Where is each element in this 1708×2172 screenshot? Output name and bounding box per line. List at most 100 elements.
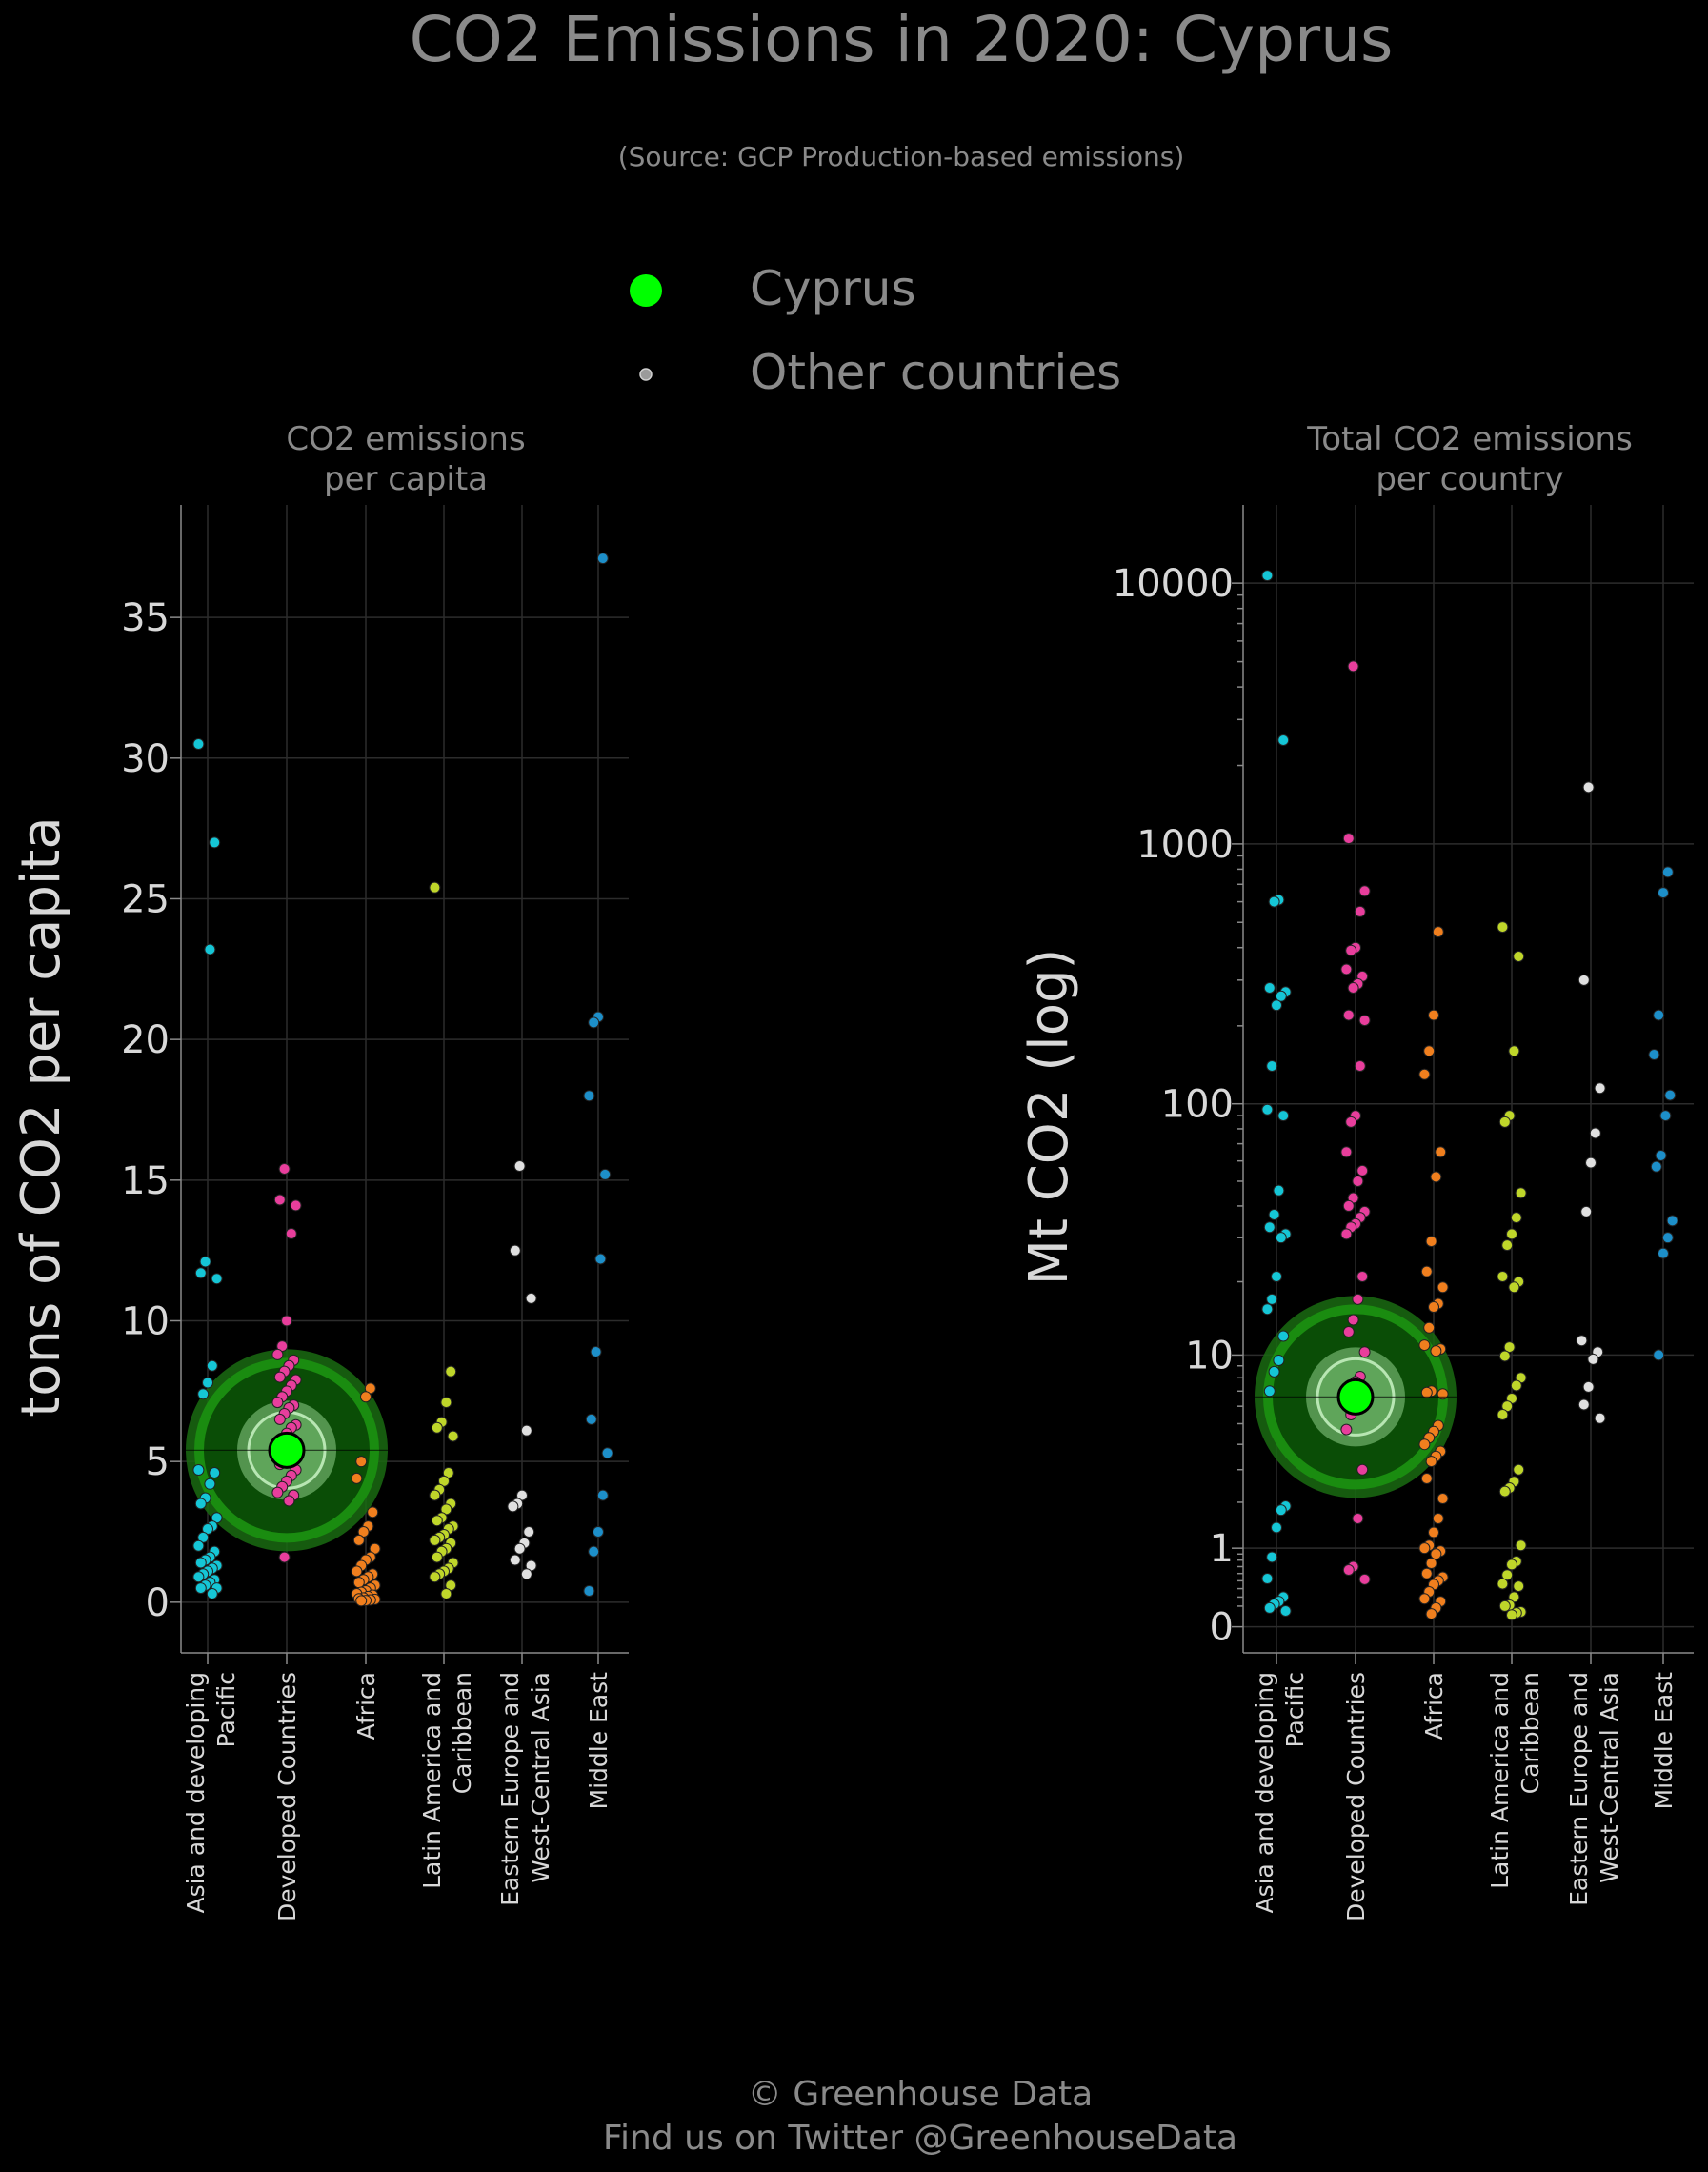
data-point-asia-and-developing-pacific bbox=[1277, 1330, 1290, 1342]
data-point-developed-countries bbox=[281, 1315, 292, 1327]
legend-marker-cyprus bbox=[630, 274, 662, 307]
data-point-latin-america-and-caribbean bbox=[1498, 1599, 1511, 1612]
data-point-africa bbox=[1420, 1265, 1433, 1277]
data-point-latin-america-and-caribbean bbox=[1510, 1212, 1522, 1224]
data-point-latin-america-and-caribbean bbox=[429, 1571, 441, 1583]
x-tick-label-developed-countries: Developed Countries bbox=[273, 1672, 301, 1921]
data-point-latin-america-and-caribbean bbox=[1497, 1270, 1509, 1282]
data-point-africa bbox=[352, 1577, 365, 1589]
data-point-latin-america-and-caribbean bbox=[1498, 1350, 1511, 1362]
data-point-africa bbox=[1430, 1548, 1442, 1560]
data-point-latin-america-and-caribbean bbox=[1497, 1408, 1509, 1420]
data-point-eastern-europe-and-west-central-asia bbox=[1582, 1380, 1595, 1393]
data-point-eastern-europe-and-west-central-asia bbox=[520, 1568, 532, 1580]
data-point-middle-east bbox=[1664, 1089, 1677, 1101]
x-tick-label-line: Middle East bbox=[1650, 1672, 1678, 1810]
data-point-latin-america-and-caribbean bbox=[1501, 1569, 1514, 1581]
data-point-africa bbox=[1428, 1009, 1439, 1021]
data-point-middle-east bbox=[588, 1016, 600, 1029]
data-point-developed-countries bbox=[273, 1371, 286, 1383]
x-tick-label-line: West-Central Asia bbox=[527, 1672, 554, 1883]
data-point-middle-east bbox=[593, 1526, 604, 1538]
data-point-latin-america-and-caribbean bbox=[1515, 1187, 1527, 1199]
data-point-asia-and-developing-pacific bbox=[209, 1466, 221, 1478]
data-point-developed-countries bbox=[1340, 1146, 1353, 1158]
chart-subtitle: (Source: GCP Production-based emissions) bbox=[618, 141, 1185, 172]
data-point-eastern-europe-and-west-central-asia bbox=[1594, 1082, 1606, 1095]
data-point-developed-countries bbox=[1345, 944, 1357, 956]
data-point-asia-and-developing-pacific bbox=[192, 1539, 205, 1552]
y-tick-label: 1 bbox=[1210, 1527, 1234, 1571]
data-point-latin-america-and-caribbean bbox=[1497, 921, 1509, 934]
data-point-africa bbox=[1430, 1171, 1442, 1183]
data-point-asia-and-developing-pacific bbox=[1266, 1060, 1278, 1073]
legend-label-other: Other countries bbox=[750, 345, 1121, 400]
data-point-eastern-europe-and-west-central-asia bbox=[520, 1424, 532, 1437]
data-point-asia-and-developing-pacific bbox=[1261, 570, 1274, 582]
data-point-developed-countries bbox=[1340, 1423, 1353, 1436]
data-point-asia-and-developing-pacific bbox=[192, 1464, 205, 1477]
x-tick-label-line: Pacific bbox=[212, 1672, 240, 1747]
y-tick-label: 0 bbox=[146, 1581, 170, 1625]
data-point-middle-east bbox=[596, 1489, 609, 1501]
data-point-latin-america-and-caribbean bbox=[1503, 1341, 1516, 1354]
data-point-eastern-europe-and-west-central-asia bbox=[1582, 781, 1595, 794]
data-point-africa bbox=[1425, 1236, 1437, 1248]
data-point-middle-east bbox=[594, 1253, 607, 1265]
data-point-africa bbox=[1435, 1146, 1447, 1158]
data-point-developed-countries bbox=[1354, 1060, 1366, 1073]
data-point-africa bbox=[1420, 1386, 1433, 1398]
data-point-developed-countries bbox=[1342, 1199, 1355, 1212]
data-point-developed-countries bbox=[1345, 1116, 1357, 1128]
data-point-eastern-europe-and-west-central-asia bbox=[1594, 1412, 1606, 1424]
data-point-developed-countries bbox=[1342, 1326, 1355, 1338]
data-point-africa bbox=[1418, 1339, 1431, 1352]
data-point-latin-america-and-caribbean bbox=[1498, 1116, 1511, 1128]
y-tick-label: 25 bbox=[121, 877, 170, 921]
data-point-latin-america-and-caribbean bbox=[431, 1551, 443, 1563]
data-point-asia-and-developing-pacific bbox=[199, 1256, 211, 1268]
x-tick-label-line: Asia and developing bbox=[182, 1672, 210, 1914]
data-point-eastern-europe-and-west-central-asia bbox=[509, 1244, 521, 1257]
data-point-asia-and-developing-pacific bbox=[192, 738, 205, 751]
y-tick-label: 10000 bbox=[1113, 562, 1234, 606]
data-point-eastern-europe-and-west-central-asia bbox=[525, 1292, 537, 1304]
data-point-latin-america-and-caribbean bbox=[440, 1397, 452, 1409]
data-point-africa bbox=[1425, 1608, 1437, 1620]
x-tick-label-line: Eastern Europe and bbox=[1565, 1672, 1593, 1906]
data-point-asia-and-developing-pacific bbox=[1263, 982, 1276, 995]
data-point-asia-and-developing-pacific bbox=[1277, 1110, 1290, 1122]
data-point-africa bbox=[360, 1391, 372, 1403]
data-point-developed-countries bbox=[1354, 905, 1366, 917]
data-point-africa bbox=[1418, 1438, 1431, 1451]
data-point-asia-and-developing-pacific bbox=[211, 1273, 223, 1285]
panel-title-line: CO2 emissions bbox=[286, 420, 525, 458]
data-point-asia-and-developing-pacific bbox=[1263, 1221, 1276, 1234]
data-point-africa bbox=[355, 1595, 368, 1607]
footer-twitter: Find us on Twitter @GreenhouseData bbox=[603, 2119, 1237, 2158]
data-point-latin-america-and-caribbean bbox=[1506, 1228, 1517, 1240]
data-point-middle-east bbox=[590, 1345, 602, 1358]
x-tick-label-eastern-europe-and-west-central-asia: Eastern Europe and West-Central Asia bbox=[496, 1672, 554, 1906]
x-tick-label-line: West-Central Asia bbox=[1596, 1672, 1623, 1883]
data-point-latin-america-and-caribbean bbox=[1513, 950, 1525, 962]
footer-copyright: © Greenhouse Data bbox=[748, 2075, 1093, 2114]
x-tick-label-latin-america-and-caribbean: Latin America and Caribbean bbox=[1486, 1672, 1544, 1889]
data-point-middle-east bbox=[585, 1413, 597, 1425]
data-point-asia-and-developing-pacific bbox=[194, 1557, 207, 1569]
x-tick-label-middle-east: Middle East bbox=[585, 1672, 613, 1810]
data-point-africa bbox=[1425, 1456, 1437, 1468]
data-point-middle-east bbox=[599, 1168, 612, 1180]
data-point-asia-and-developing-pacific bbox=[1277, 734, 1290, 746]
legend: Cyprus Other countries bbox=[630, 261, 1121, 400]
data-point-asia-and-developing-pacific bbox=[206, 1359, 218, 1372]
data-point-middle-east bbox=[1653, 1349, 1665, 1361]
data-point-middle-east bbox=[1658, 887, 1669, 899]
y-tick-label: 0 bbox=[1210, 1606, 1234, 1650]
data-point-asia-and-developing-pacific bbox=[1268, 1208, 1280, 1220]
data-point-developed-countries bbox=[1342, 1009, 1355, 1021]
data-point-eastern-europe-and-west-central-asia bbox=[523, 1526, 535, 1538]
data-point-latin-america-and-caribbean bbox=[445, 1365, 457, 1378]
data-point-latin-america-and-caribbean bbox=[1498, 1485, 1511, 1498]
data-point-asia-and-developing-pacific bbox=[1261, 1573, 1274, 1585]
